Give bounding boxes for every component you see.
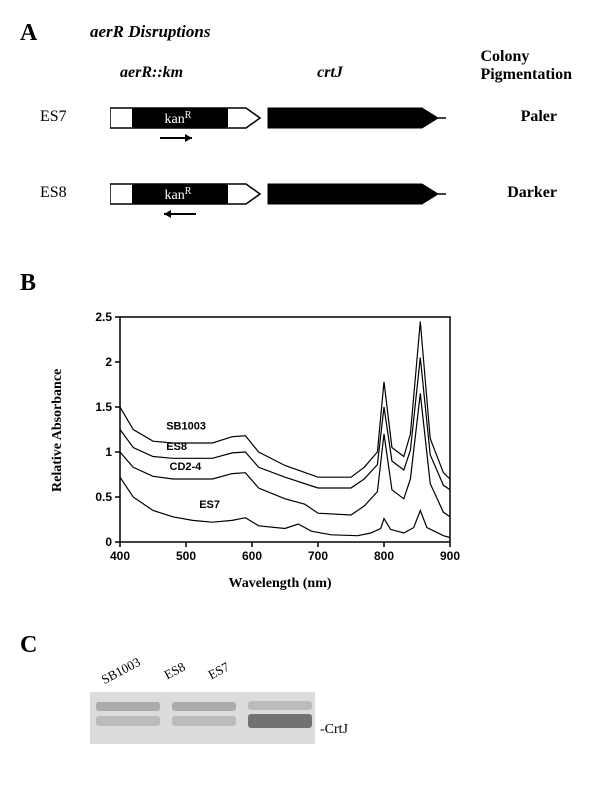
svg-text:800: 800 <box>374 549 394 563</box>
panel-b: B Relative Absorbance 400 500 600 700 800 900… <box>20 270 582 592</box>
panel-c-label: C <box>20 632 37 658</box>
pigment-es8: Darker <box>507 184 557 202</box>
svg-text:ES7: ES7 <box>199 499 220 511</box>
column-header-pigmentation: Colony Pigmentation <box>480 48 572 85</box>
panel-a: A aerR Disruptions Colony Pigmentation a… <box>20 20 582 240</box>
construct-diagram-es7: kanR <box>110 104 460 154</box>
svg-text:600: 600 <box>242 549 262 563</box>
panel-b-label: B <box>20 270 36 296</box>
strain-label-es7: ES7 <box>40 108 67 126</box>
chart-container: Relative Absorbance 40050060070080090000… <box>80 307 582 592</box>
lane-label-sb1003: SB1003 <box>99 654 144 688</box>
panel-a-title: aerR Disruptions <box>90 22 210 42</box>
svg-text:400: 400 <box>110 549 130 563</box>
svg-text:0.5: 0.5 <box>95 490 112 504</box>
svg-text:500: 500 <box>176 549 196 563</box>
svg-text:900: 900 <box>440 549 460 563</box>
svg-text:700: 700 <box>308 549 328 563</box>
pigment-es7: Paler <box>521 108 557 126</box>
panel-a-label: A <box>20 20 37 46</box>
svg-text:2: 2 <box>105 355 112 369</box>
blot-lane-labels: SB1003 ES8 ES7 <box>100 662 247 680</box>
construct-row-es8: ES8 kanR Darker <box>40 160 572 220</box>
svg-text:1: 1 <box>105 445 112 459</box>
svg-text:ES8: ES8 <box>166 441 187 453</box>
svg-text:1.5: 1.5 <box>95 400 112 414</box>
svg-text:0: 0 <box>105 535 112 549</box>
construct-row-es7: ES7 kanR Paler <box>40 84 572 144</box>
lane-label-es7: ES7 <box>205 659 232 683</box>
svg-text:SB1003: SB1003 <box>166 421 206 433</box>
western-blot <box>90 692 315 744</box>
construct-diagram-es8: kanR <box>110 180 460 230</box>
gene-labels: aerR::km crtJ <box>120 64 343 82</box>
lane-label-es8: ES8 <box>161 659 188 683</box>
panel-c: C SB1003 ES8 ES7 -CrtJ <box>20 632 582 792</box>
svg-text:2.5: 2.5 <box>95 310 112 324</box>
spectra-chart: 400 500 600 700 800 900 0 0.5 1 1.5 2 2.5 SB1003 ES8 C… <box>80 307 460 567</box>
crtj-marker-label: -CrtJ <box>320 722 348 738</box>
x-axis-label: Wavelength (nm) <box>100 576 460 592</box>
strain-label-es8: ES8 <box>40 184 67 202</box>
y-axis-label: Relative Absorbance <box>50 369 66 492</box>
svg-text:CD2-4: CD2-4 <box>170 461 203 473</box>
